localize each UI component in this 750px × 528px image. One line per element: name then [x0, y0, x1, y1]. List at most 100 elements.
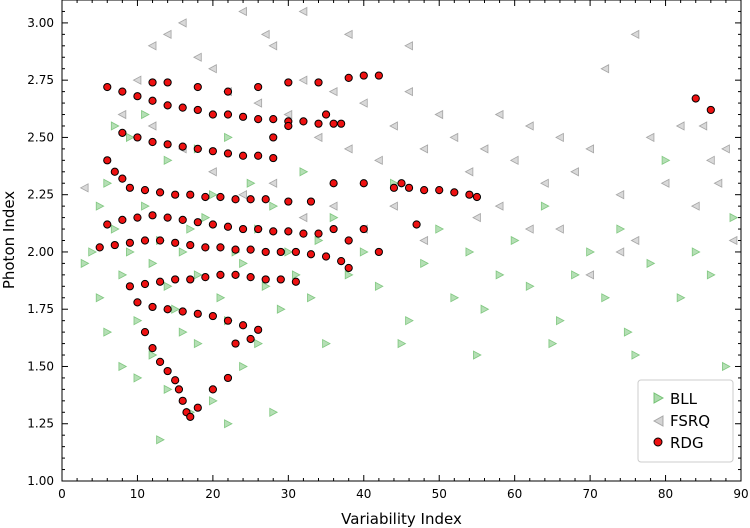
rdg-point — [321, 110, 331, 119]
fsrq-point — [298, 75, 308, 85]
rdg-point — [450, 188, 459, 197]
rdg-point — [306, 197, 316, 206]
fsrq-point — [328, 86, 338, 97]
fsrq-point — [472, 212, 481, 223]
rdg-point — [163, 78, 172, 87]
rdg-point — [140, 279, 150, 289]
bll-point — [133, 373, 143, 383]
fsrq-point — [713, 178, 723, 188]
rdg-point — [329, 119, 338, 128]
y-tick-label: 1.50 — [27, 359, 54, 373]
rdg-point — [472, 192, 482, 202]
fsrq-point — [585, 144, 595, 154]
rdg-point — [329, 179, 338, 188]
legend-rdg-marker — [653, 437, 663, 447]
rdg-point — [231, 339, 240, 348]
bll-point — [706, 270, 716, 280]
ticks-layer: 0 10 20 30 40 50 60 70 80 90 1.00 1.25 1.50 1.75 2.00 2… — [27, 0, 749, 501]
fsrq-point — [268, 178, 278, 188]
fsrq-point — [494, 109, 504, 120]
rdg-point — [133, 213, 142, 222]
bll-point — [314, 235, 324, 246]
y-tick-label: 2.25 — [27, 188, 54, 202]
legend-bll-marker — [653, 392, 665, 404]
series-rdg — [95, 71, 715, 421]
bll-point — [201, 212, 211, 223]
legend-bll-label: BLL — [670, 390, 698, 408]
bll-point — [510, 235, 520, 246]
bll-point — [208, 190, 218, 200]
rdg-point — [148, 344, 157, 353]
rdg-point — [148, 137, 157, 147]
fsrq-point — [645, 132, 655, 143]
fsrq-point — [555, 224, 564, 234]
fsrq-point — [177, 18, 187, 28]
rdg-point — [103, 220, 112, 229]
rdg-point — [306, 250, 316, 259]
rdg-point — [193, 218, 202, 227]
rdg-point — [359, 224, 368, 234]
rdg-point — [118, 215, 127, 224]
rdg-point — [125, 183, 134, 192]
bll-point — [254, 338, 264, 349]
fsrq-point — [404, 86, 413, 97]
rdg-point — [140, 328, 150, 337]
fsrq-point — [555, 132, 564, 143]
bll-point — [110, 121, 120, 131]
bll-point — [631, 350, 641, 360]
rdg-point — [148, 78, 157, 87]
rdg-point — [238, 321, 248, 330]
fsrq-point — [404, 41, 413, 51]
rdg-point — [223, 373, 233, 383]
rdg-point — [125, 238, 134, 247]
fsrq-point — [132, 75, 142, 85]
rdg-point — [261, 247, 270, 257]
rdg-point — [238, 224, 248, 234]
rdg-point — [148, 302, 157, 312]
x-tick-label: 70 — [582, 487, 597, 501]
fsrq-point — [208, 167, 217, 177]
rdg-point — [110, 167, 119, 176]
rdg-point — [291, 277, 300, 286]
rdg-point — [216, 243, 225, 252]
y-tick-label: 2.75 — [27, 73, 54, 87]
fsrq-point — [162, 29, 172, 40]
y-tick-label: 1.25 — [27, 417, 54, 431]
fsrq-point — [147, 121, 157, 131]
fsrq-point — [660, 178, 670, 188]
rdg-point — [435, 186, 444, 195]
rdg-point — [155, 277, 165, 286]
rdg-point — [155, 188, 165, 197]
rdg-point — [178, 396, 187, 405]
rdg-point — [254, 224, 263, 234]
rdg-point — [193, 105, 202, 115]
rdg-point — [103, 156, 112, 165]
series-fsrq — [79, 6, 738, 280]
rdg-point — [344, 73, 353, 82]
bll-point — [103, 178, 113, 188]
x-tick-label: 80 — [658, 487, 673, 501]
bll-point — [133, 315, 143, 326]
rdg-point — [246, 195, 255, 204]
rdg-point — [193, 82, 202, 92]
rdg-point — [201, 192, 210, 202]
rdg-point — [359, 179, 368, 188]
rdg-point — [246, 245, 255, 254]
rdg-point — [691, 94, 700, 103]
x-tick-label: 20 — [205, 487, 220, 501]
rdg-point — [337, 119, 346, 128]
fsrq-point — [690, 201, 700, 211]
rdg-point — [216, 192, 225, 202]
bll-point — [239, 361, 248, 372]
rdg-point — [186, 275, 195, 284]
bll-point — [322, 338, 331, 349]
rdg-point — [178, 307, 187, 316]
bll-point — [473, 350, 482, 360]
bll-point — [525, 281, 535, 291]
fsrq-point — [449, 132, 459, 143]
bll-point — [374, 281, 384, 291]
bll-point — [616, 224, 626, 234]
rdg-point — [171, 376, 180, 385]
fsrq-point — [389, 121, 398, 131]
